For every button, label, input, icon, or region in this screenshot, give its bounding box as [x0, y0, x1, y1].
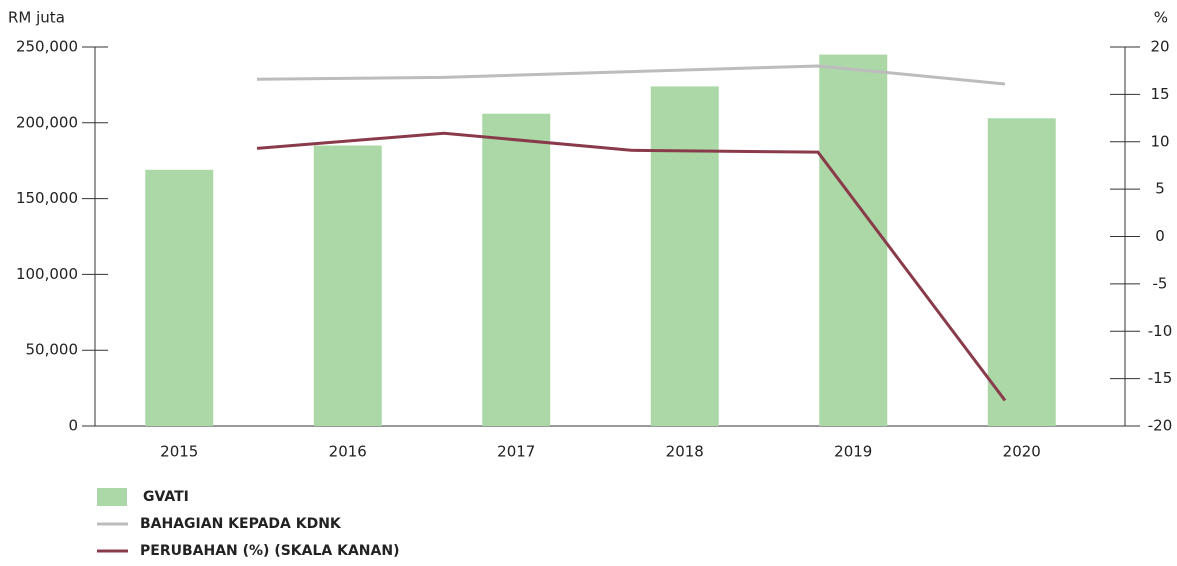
line [256, 131, 1007, 402]
x-tick-label: 2015 [160, 443, 198, 461]
y-axis-title: RM juta [8, 9, 65, 27]
legend-label: PERUBAHAN (%) (SKALA KANAN) [140, 543, 399, 559]
y2-axis-title: % [1154, 9, 1168, 27]
x-tick-label: 2018 [666, 443, 704, 461]
y2-tick-label: 20 [1150, 38, 1169, 56]
y2-tick-label: 0 [1155, 227, 1165, 245]
bar [482, 113, 551, 426]
y-tick-label: 0 [68, 417, 78, 435]
x-tick-label: 2017 [497, 443, 535, 461]
x-tick-label: 2016 [329, 443, 367, 461]
y-tick-label: 250,000 [16, 38, 78, 56]
bar [987, 118, 1056, 426]
legend-swatch [97, 488, 127, 506]
y2-tick-label: -15 [1148, 369, 1173, 387]
y2-tick-label: 15 [1150, 85, 1169, 103]
line [256, 64, 1006, 86]
bar [819, 54, 888, 427]
y-tick-label: 100,000 [16, 265, 78, 283]
y-tick-label: 150,000 [16, 189, 78, 207]
y2-tick-label: -10 [1148, 322, 1173, 340]
bar [145, 169, 214, 426]
bar [313, 145, 382, 427]
y2-tick-label: 10 [1150, 132, 1169, 150]
x-tick-label: 2019 [834, 443, 872, 461]
x-tick-label: 2020 [1003, 443, 1041, 461]
y-tick-label: 50,000 [26, 341, 79, 359]
y-tick-label: 200,000 [16, 113, 78, 131]
y2-tick-label: -5 [1153, 274, 1168, 292]
legend-label: GVATI [143, 489, 189, 505]
bar [650, 86, 719, 426]
y2-tick-label: 5 [1155, 180, 1165, 198]
y2-tick-label: -20 [1148, 417, 1173, 435]
legend-label: BAHAGIAN KEPADA KDNK [140, 516, 342, 532]
